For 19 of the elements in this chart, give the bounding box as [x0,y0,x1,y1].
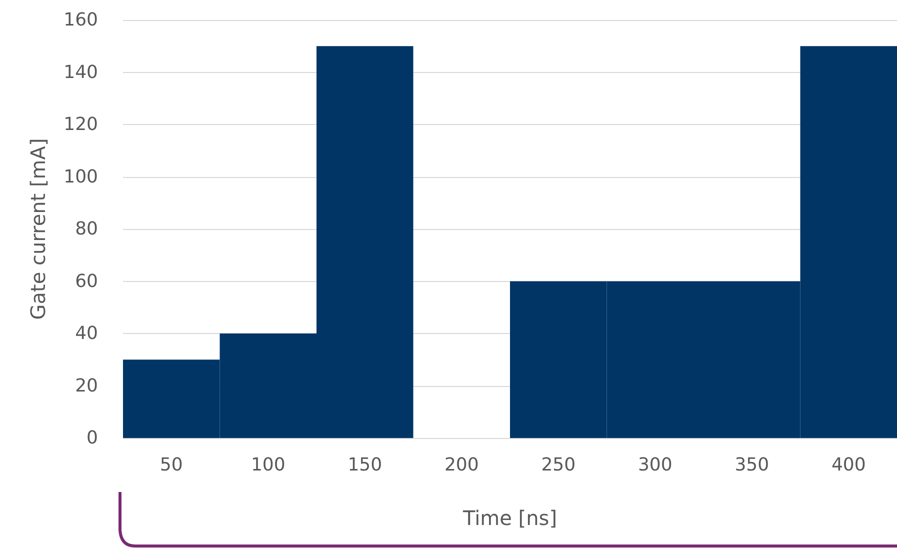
y-tick-label: 80 [75,218,98,240]
y-tick-label: 100 [64,166,98,188]
x-tick-label: 300 [638,454,672,476]
y-axis-title: Gate current [mA] [26,138,50,320]
y-tick-label: 140 [64,62,98,83]
x-tick-label: 150 [348,454,382,476]
y-tick-label: 60 [75,270,98,292]
x-tick-label: 100 [250,454,286,476]
x-tick-label: 350 [734,454,770,476]
y-tick-label: 160 [64,10,98,30]
y-tick-label: 0 [86,428,98,448]
y-tick-label: 120 [64,114,98,135]
y-tick-label: 20 [75,375,98,396]
x-tick-label: 400 [831,454,866,476]
x-tick-label: 200 [444,454,479,476]
y-tick-label: 40 [75,323,98,344]
x-axis-title: Time [ns] [462,506,558,530]
x-tick-label: 50 [160,454,183,476]
x-tick-label: 250 [541,454,576,476]
